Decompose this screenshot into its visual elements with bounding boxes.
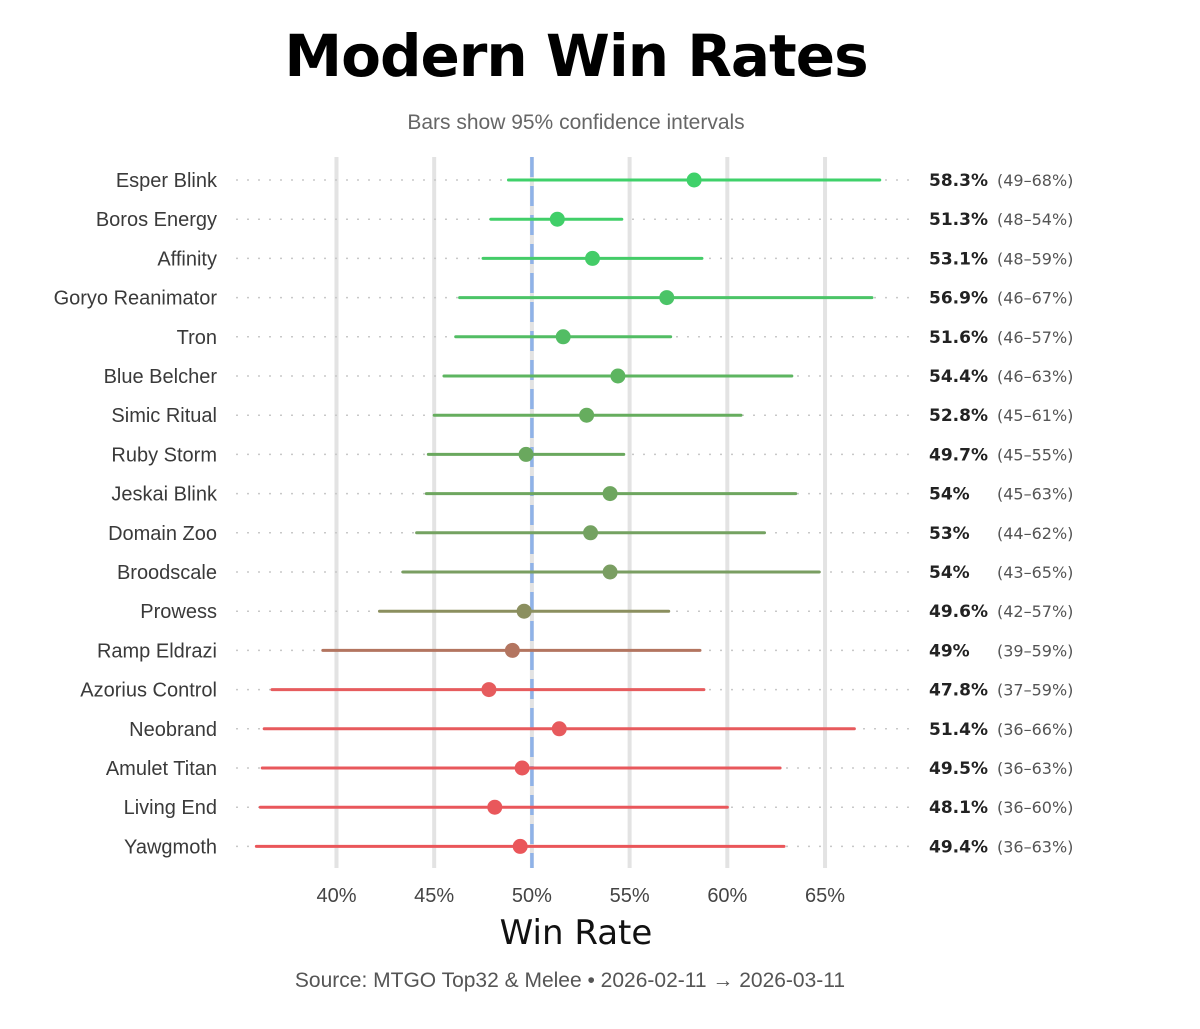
- ci-range-label: (48–54%): [997, 210, 1073, 229]
- point-estimate: [518, 446, 534, 462]
- point-estimate: [555, 329, 571, 345]
- point-estimate: [583, 525, 599, 541]
- ci-range-label: (48–59%): [997, 249, 1073, 268]
- ci-range-label: (45–61%): [997, 406, 1073, 425]
- win-rate-label: 52.8%: [929, 406, 988, 426]
- deck-label: Ramp Eldrazi: [97, 640, 217, 662]
- deck-label: Goryo Reanimator: [54, 288, 218, 310]
- ci-range-label: (45–63%): [997, 485, 1073, 504]
- ci-range-label: (44–62%): [997, 524, 1073, 543]
- deck-label: Amulet Titan: [106, 758, 217, 780]
- win-rate-label: 49%: [929, 641, 970, 661]
- point-estimate: [602, 564, 618, 580]
- deck-label: Blue Belcher: [104, 366, 218, 388]
- win-rate-label: 47.8%: [929, 681, 988, 701]
- deck-label: Azorius Control: [80, 680, 217, 702]
- x-tick-label: 55%: [610, 885, 650, 907]
- win-rate-label: 51.6%: [929, 328, 988, 348]
- deck-label: Affinity: [157, 248, 217, 270]
- deck-label: Ruby Storm: [111, 444, 217, 466]
- win-rate-label: 56.9%: [929, 289, 988, 309]
- deck-label: Living End: [124, 797, 217, 819]
- point-estimate: [487, 799, 503, 815]
- point-estimate: [610, 368, 626, 384]
- ci-range-label: (46–67%): [997, 289, 1073, 308]
- point-estimate: [549, 211, 565, 227]
- point-estimate: [481, 682, 497, 698]
- win-rate-label: 51.3%: [929, 210, 988, 230]
- point-estimate: [579, 407, 595, 423]
- x-tick-label: 45%: [414, 885, 454, 907]
- ci-range-label: (37–59%): [997, 681, 1073, 700]
- x-tick-label: 50%: [512, 885, 552, 907]
- win-rate-label: 49.6%: [929, 602, 988, 622]
- win-rate-label: 54.4%: [929, 367, 988, 387]
- win-rate-label: 54%: [929, 485, 970, 505]
- win-rate-label: 49.7%: [929, 445, 988, 465]
- deck-label: Jeskai Blink: [111, 484, 218, 506]
- point-estimate: [659, 290, 675, 306]
- point-estimate: [686, 172, 702, 188]
- x-axis-title: Win Rate: [500, 913, 653, 953]
- deck-label: Boros Energy: [96, 209, 217, 231]
- ci-range-label: (36–63%): [997, 837, 1073, 856]
- deck-label: Broodscale: [117, 562, 217, 584]
- point-estimate: [512, 838, 528, 854]
- ci-range-label: (36–63%): [997, 759, 1073, 778]
- ci-range-label: (45–55%): [997, 445, 1073, 464]
- source-note: Source: MTGO Top32 & Melee • 2026-02-11 …: [294, 969, 846, 992]
- chart-subtitle: Bars show 95% confidence intervals: [407, 111, 745, 134]
- point-estimate: [584, 250, 600, 266]
- ci-range-label: (42–57%): [997, 602, 1073, 621]
- point-estimate: [514, 760, 530, 776]
- point-estimate: [516, 603, 532, 619]
- deck-label: Simic Ritual: [111, 405, 217, 427]
- ci-range-label: (49–68%): [997, 171, 1073, 190]
- deck-label: Domain Zoo: [108, 523, 217, 545]
- deck-label: Prowess: [140, 601, 217, 623]
- ci-range-label: (36–66%): [997, 720, 1073, 739]
- point-estimate: [504, 642, 520, 658]
- win-rate-label: 53.1%: [929, 249, 988, 269]
- point-estimate: [602, 486, 618, 502]
- x-tick-label: 65%: [805, 885, 845, 907]
- ci-range-label: (46–63%): [997, 367, 1073, 386]
- win-rate-label: 48.1%: [929, 798, 988, 818]
- win-rate-label: 54%: [929, 563, 970, 583]
- ci-range-label: (43–65%): [997, 563, 1073, 582]
- deck-label: Yawgmoth: [124, 836, 217, 858]
- point-estimate: [551, 721, 567, 737]
- deck-label: Neobrand: [129, 719, 217, 741]
- x-tick-label: 40%: [316, 885, 356, 907]
- ci-range-label: (36–60%): [997, 798, 1073, 817]
- win-rate-label: 53%: [929, 524, 970, 544]
- chart-title: Modern Win Rates: [284, 22, 868, 90]
- ci-range-label: (39–59%): [997, 641, 1073, 660]
- deck-label: Tron: [177, 327, 217, 349]
- x-tick-label: 60%: [707, 885, 747, 907]
- win-rate-label: 58.3%: [929, 171, 988, 191]
- win-rate-label: 49.4%: [929, 837, 988, 857]
- win-rate-label: 49.5%: [929, 759, 988, 779]
- deck-label: Esper Blink: [116, 170, 218, 192]
- ci-range-label: (46–57%): [997, 328, 1073, 347]
- win-rate-label: 51.4%: [929, 720, 988, 740]
